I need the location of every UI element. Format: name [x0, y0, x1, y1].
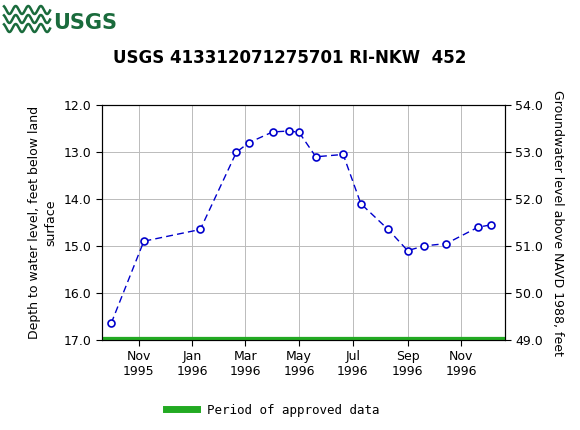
- Y-axis label: Depth to water level, feet below land
surface: Depth to water level, feet below land su…: [28, 106, 57, 339]
- Text: USGS 413312071275701 RI-NKW  452: USGS 413312071275701 RI-NKW 452: [113, 49, 467, 68]
- Y-axis label: Groundwater level above NAVD 1988, feet: Groundwater level above NAVD 1988, feet: [552, 89, 564, 355]
- Bar: [3, 3, 93, 42]
- Text: USGS: USGS: [53, 13, 117, 33]
- Legend: Period of approved data: Period of approved data: [161, 399, 385, 421]
